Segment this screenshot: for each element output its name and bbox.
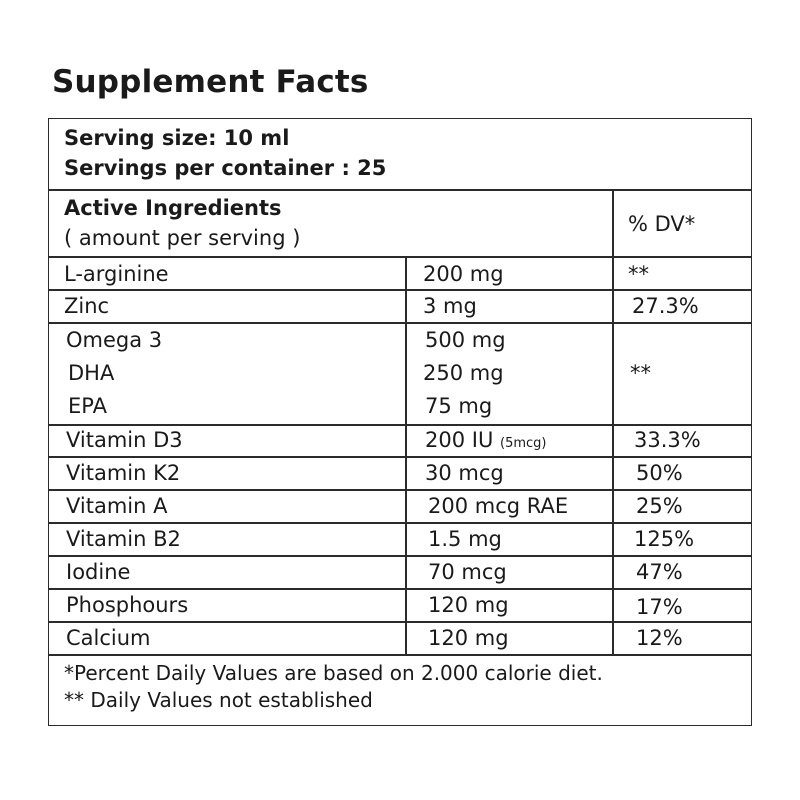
ingredient-name: L-arginine [64,262,169,286]
amount-value: 200 IU [425,428,494,452]
ingredient-name: Phosphours [66,593,189,617]
ingredient-dv: ** [628,262,649,286]
column-divider [405,256,407,654]
ingredient-dv: ** [630,361,651,385]
serving-size: Serving size: 10 ml [64,126,290,150]
divider [48,621,752,623]
ingredient-dv: 125% [634,527,695,551]
ingredient-name: Vitamin B2 [66,527,181,551]
ingredient-dv: 12% [636,626,683,650]
ingredient-amount: 500 mg [425,328,506,352]
divider [48,489,752,491]
ingredient-name: Zinc [64,294,110,318]
footnote-not-established: ** Daily Values not established [64,688,373,712]
ingredient-name: Vitamin K2 [66,461,181,485]
column-divider [612,189,614,654]
ingredient-name: EPA [68,394,107,418]
ingredient-amount: 3 mg [423,294,477,318]
ingredient-amount: 75 mg [425,394,493,418]
ingredient-dv: 17% [636,595,683,619]
ingredient-dv: 25% [636,494,683,518]
ingredient-amount: 200 IU (5mcg) [425,430,547,451]
divider [48,424,752,426]
amount-note: (5mcg) [500,436,547,451]
ingredient-dv: 50% [636,461,683,485]
divider [48,289,752,291]
ingredient-amount: 120 mg [428,626,509,650]
ingredient-dv: 47% [636,560,683,584]
divider [48,555,752,557]
divider [48,456,752,458]
page-title: Supplement Facts [52,64,369,100]
divider [48,256,752,258]
ingredient-name: Omega 3 [66,328,163,352]
ingredient-name: Vitamin D3 [66,428,183,452]
divider [48,654,752,656]
ingredient-dv: 27.3% [632,294,699,318]
divider [48,322,752,324]
ingredient-amount: 250 mg [423,361,504,385]
ingredient-name: DHA [68,361,115,385]
ingredient-dv: 33.3% [634,428,701,452]
divider [48,522,752,524]
column-header-subtitle: ( amount per serving ) [64,226,301,250]
column-header-dv: % DV* [628,212,696,236]
servings-per-container: Servings per container : 25 [64,156,387,180]
ingredient-amount: 30 mcg [425,461,504,485]
divider [48,189,752,191]
ingredient-name: Calcium [66,626,151,650]
ingredient-amount: 200 mg [423,262,504,286]
ingredient-amount: 1.5 mg [428,527,502,551]
ingredient-amount: 70 mcg [428,560,507,584]
footnote-dv: *Percent Daily Values are based on 2.000… [64,661,603,685]
ingredient-name: Iodine [66,560,131,584]
ingredient-amount: 200 mcg RAE [428,494,569,518]
ingredient-name: Vitamin A [66,494,168,518]
ingredient-amount: 120 mg [428,593,509,617]
column-header-ingredients: Active Ingredients [64,196,282,220]
supplement-facts-table [48,118,752,726]
divider [48,588,752,590]
